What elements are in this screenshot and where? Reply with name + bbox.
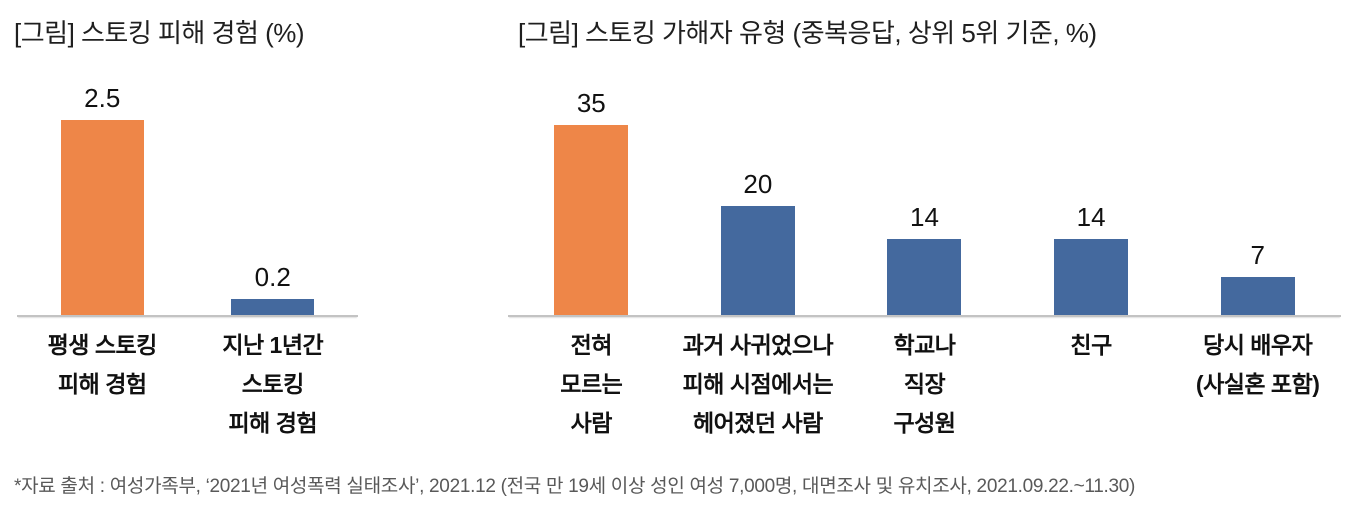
bar-column: 14 [841,75,1008,315]
category-label: 지난 1년간 스토킹 피해 경험 [222,332,324,436]
category-label: 당시 배우자 (사실혼 포함) [1195,332,1320,397]
chart-title: [그림] 스토킹 가해자 유형 (중복응답, 상위 5위 기준, %) [518,18,1097,48]
plot-area: 2.5 0.2 [17,75,358,317]
bar [554,125,629,315]
category-labels: 평생 스토킹 피해 경험 지난 1년간 스토킹 피해 경험 [17,326,358,443]
source-note: *자료 출처 : 여성가족부, ‘2021년 여성폭력 실태조사’, 2021.… [14,476,1136,497]
plot-area: 35 20 14 14 7 [508,75,1341,317]
bar-value-label: 14 [910,202,939,232]
bar [887,239,962,315]
bar-column: 7 [1174,75,1341,315]
category-label: 전혀 모르는 사람 [560,332,623,436]
bar-value-label: 14 [1076,202,1106,232]
bar-column: 20 [675,75,842,315]
bar-value-label: 35 [576,88,606,118]
stalking-victim-experience-chart: [그림] 스토킹 피해 경험 (%) 2.5 0.2 평생 스토킹 피해 경험 지난… [14,16,359,443]
bar [60,120,144,315]
stalker-type-chart: [그림] 스토킹 가해자 유형 (중복응답, 상위 5위 기준, %) 35 20… [508,16,1341,443]
bar-value-label: 20 [743,169,773,199]
category-label: 친구 [1070,332,1112,358]
category-labels: 전혀 모르는 사람 과거 사귀었으나 피해 시점에서는 헤어졌던 사람 학교나 직장… [508,326,1341,443]
bar [1220,277,1295,315]
bar [720,206,795,315]
bar [231,299,315,315]
bar-value-label: 2.5 [84,83,121,113]
bar-value-label: 7 [1250,240,1265,270]
bar [1054,239,1129,315]
category-label: 과거 사귀었으나 피해 시점에서는 헤어졌던 사람 [682,332,834,436]
bar-column: 14 [1008,75,1175,315]
category-label: 학교나 직장 구성원 [893,332,956,436]
bar-value-label: 0.2 [254,262,291,292]
category-label: 평생 스토킹 피해 경험 [47,332,158,397]
bar-column: 0.2 [188,75,359,315]
bar-column: 2.5 [17,75,188,315]
bar-column: 35 [508,75,675,315]
chart-title: [그림] 스토킹 피해 경험 (%) [14,18,305,48]
